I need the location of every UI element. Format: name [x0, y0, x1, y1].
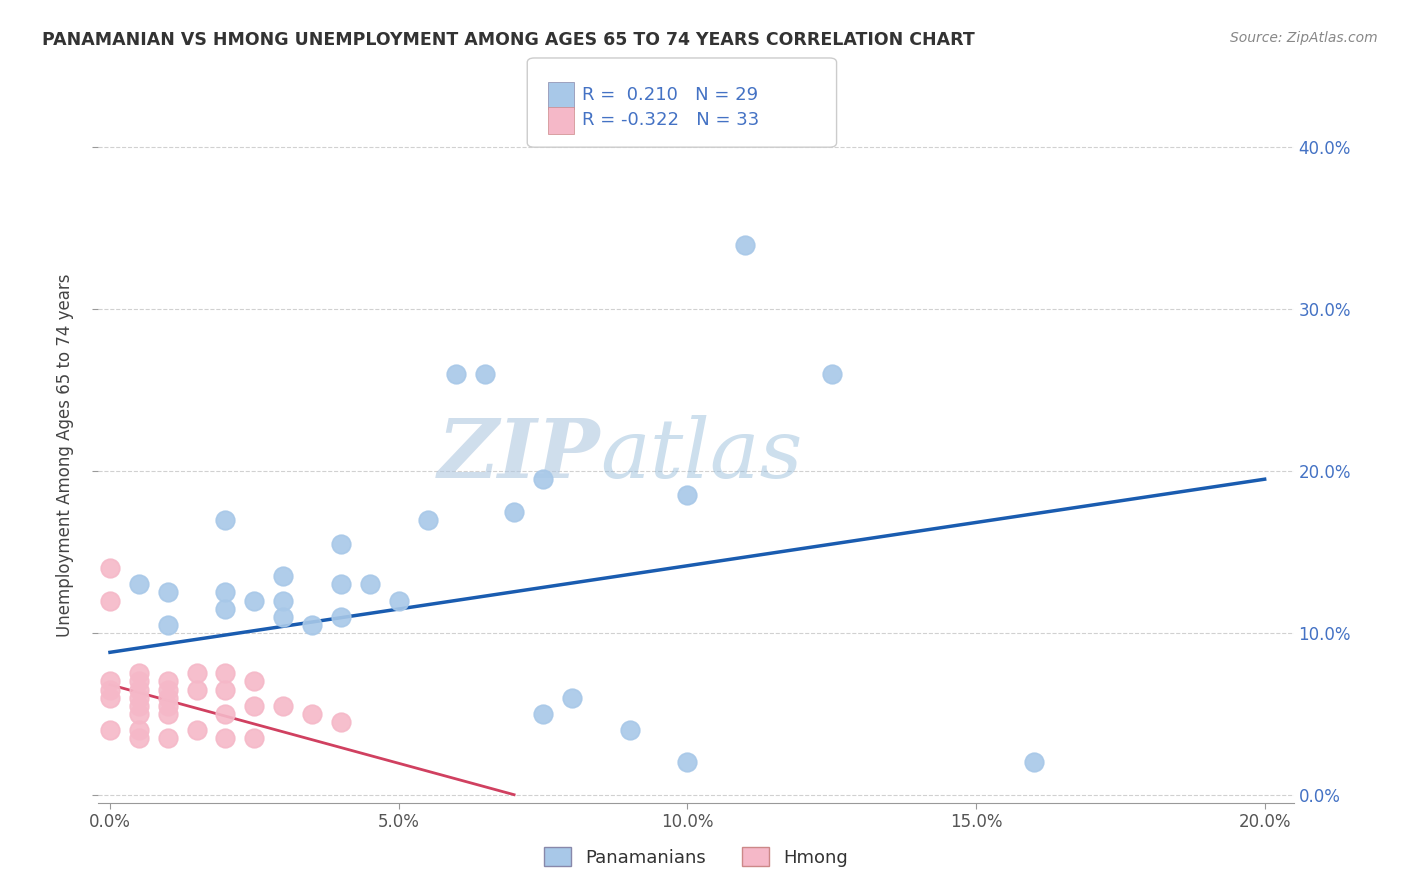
Point — [474, 367, 496, 381]
Point — [1022, 756, 1045, 770]
Point — [128, 682, 150, 697]
Text: ZIP: ZIP — [437, 415, 600, 495]
Point — [186, 682, 208, 697]
Point — [329, 609, 352, 624]
Point — [186, 666, 208, 681]
Point — [820, 367, 842, 381]
Point — [98, 561, 121, 575]
Legend: Panamanians, Hmong: Panamanians, Hmong — [537, 840, 855, 874]
Point — [243, 698, 266, 713]
Text: R =  0.210   N = 29: R = 0.210 N = 29 — [582, 86, 758, 103]
Point — [271, 593, 294, 607]
Point — [128, 723, 150, 737]
Point — [98, 690, 121, 705]
Point — [128, 706, 150, 721]
Point — [156, 731, 179, 745]
Point — [561, 690, 583, 705]
Point — [243, 593, 266, 607]
Point — [329, 537, 352, 551]
Point — [156, 674, 179, 689]
Point — [98, 593, 121, 607]
Point — [214, 585, 236, 599]
Point — [329, 714, 352, 729]
Point — [214, 601, 236, 615]
Point — [128, 731, 150, 745]
Point — [214, 682, 236, 697]
Point — [301, 706, 323, 721]
Point — [676, 756, 699, 770]
Y-axis label: Unemployment Among Ages 65 to 74 years: Unemployment Among Ages 65 to 74 years — [56, 273, 75, 637]
Point — [156, 617, 179, 632]
Point — [214, 731, 236, 745]
Point — [156, 706, 179, 721]
Point — [388, 593, 411, 607]
Point — [156, 682, 179, 697]
Point — [128, 698, 150, 713]
Point — [156, 698, 179, 713]
Point — [301, 617, 323, 632]
Point — [128, 666, 150, 681]
Point — [329, 577, 352, 591]
Point — [446, 367, 468, 381]
Text: PANAMANIAN VS HMONG UNEMPLOYMENT AMONG AGES 65 TO 74 YEARS CORRELATION CHART: PANAMANIAN VS HMONG UNEMPLOYMENT AMONG A… — [42, 31, 974, 49]
Point — [271, 698, 294, 713]
Point — [271, 609, 294, 624]
Point — [98, 723, 121, 737]
Point — [531, 472, 554, 486]
Point — [734, 237, 756, 252]
Point — [531, 706, 554, 721]
Point — [214, 706, 236, 721]
Point — [98, 674, 121, 689]
Point — [128, 674, 150, 689]
Text: Source: ZipAtlas.com: Source: ZipAtlas.com — [1230, 31, 1378, 45]
Text: R = -0.322   N = 33: R = -0.322 N = 33 — [582, 112, 759, 129]
Point — [214, 666, 236, 681]
Point — [359, 577, 381, 591]
Point — [98, 682, 121, 697]
Point — [243, 731, 266, 745]
Point — [186, 723, 208, 737]
Point — [214, 513, 236, 527]
Point — [128, 690, 150, 705]
Point — [271, 569, 294, 583]
Point — [156, 585, 179, 599]
Point — [503, 504, 526, 518]
Point — [676, 488, 699, 502]
Point — [156, 690, 179, 705]
Point — [416, 513, 439, 527]
Point — [128, 577, 150, 591]
Point — [243, 674, 266, 689]
Point — [619, 723, 641, 737]
Text: atlas: atlas — [600, 415, 803, 495]
